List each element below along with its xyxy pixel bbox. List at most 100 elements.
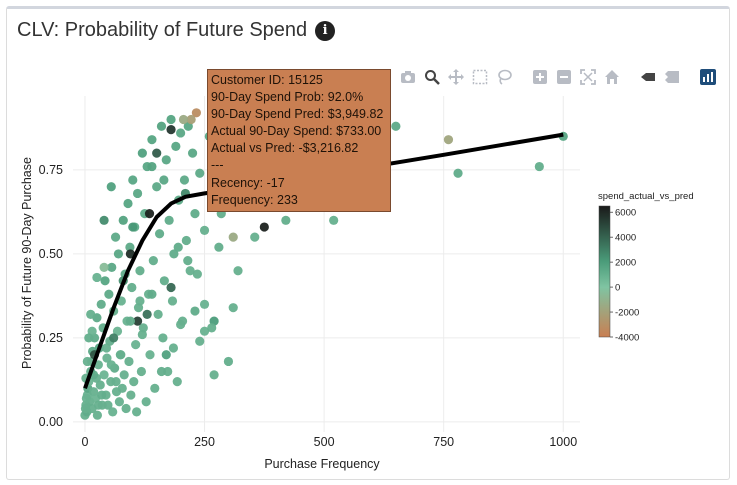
camera-icon[interactable] [398,67,418,87]
hover-closest-icon[interactable] [638,67,658,87]
data-point [136,366,146,377]
data-point [168,343,179,353]
card-title: CLV: Probability of Future Spend i [17,19,336,42]
data-point [228,232,238,242]
data-point [195,336,205,346]
data-point [80,403,91,414]
colorbar [598,205,611,338]
x-tick-label: 250 [194,435,215,449]
autoscale-icon[interactable] [578,67,598,87]
data-point [117,383,127,393]
data-point [250,232,260,242]
home-icon[interactable] [602,67,622,87]
zoom-out-icon[interactable] [554,67,574,87]
data-point [125,316,135,326]
data-point [214,242,224,252]
data-point [178,114,189,125]
tooltip-customer-id: Customer ID: 15125 [211,73,323,87]
data-point [99,262,109,272]
hover-tooltip: Customer ID: 15125 90-Day Spend Prob: 92… [207,69,391,212]
data-point [228,303,238,313]
data-point [126,390,136,400]
data-point [101,343,112,353]
data-point [125,242,135,252]
data-point [93,400,103,410]
pan-icon[interactable] [446,67,466,87]
y-axis-label: Probability of Future 90-Day Purchase [20,157,34,369]
data-point [147,161,157,172]
data-point [199,326,210,336]
data-point [159,276,169,286]
data-point [166,282,176,293]
data-point [176,319,186,330]
colorbar-tick-label: 4000 [615,233,636,244]
data-point [159,175,169,185]
tooltip-actual-vs-pred: Actual vs Pred: -$3,216.82 [211,141,359,156]
data-point [99,215,109,225]
data-point [111,377,121,387]
x-tick-label: 0 [81,435,88,449]
data-point [195,168,205,178]
colorbar-tick-label: 2000 [615,258,636,269]
data-point [534,161,544,172]
zoom-icon[interactable] [422,67,442,87]
data-point [209,370,219,380]
colorbar-tick-label: -2000 [615,308,639,319]
data-point [259,222,269,232]
data-point [185,266,195,276]
data-point [114,397,124,407]
data-point [99,370,109,380]
data-point [186,114,196,125]
data-point [109,333,119,343]
box-select-icon[interactable] [470,67,490,87]
y-tick-label: 0.25 [39,331,63,345]
data-point [329,215,339,225]
plotly-logo-icon[interactable] [698,67,718,87]
data-point [92,272,102,283]
data-point [199,299,210,309]
data-point [199,225,210,235]
data-point [141,397,151,407]
hover-compare-icon[interactable] [662,67,682,87]
data-point [138,323,148,333]
data-point [108,407,118,417]
data-point [129,377,139,387]
data-point [147,289,157,299]
data-point [161,155,171,165]
data-point [190,306,200,316]
data-point [97,390,107,400]
data-point [135,266,145,276]
data-point [95,380,105,390]
data-point [223,356,234,367]
data-point [144,209,155,219]
data-point [82,356,92,367]
data-point [132,316,143,326]
tooltip-actual-spend: Actual 90-Day Spend: $733.00 [211,124,382,139]
data-point [100,276,110,286]
data-point [187,148,198,158]
tooltip-separator: --- [211,158,224,173]
lasso-icon[interactable] [494,67,514,87]
data-point [106,360,116,370]
data-point [152,148,162,158]
info-circle-icon[interactable]: i [315,20,336,41]
colorbar-tick-label: 6000 [615,208,636,219]
data-point [110,232,121,242]
colorbar-tick-label: -4000 [615,333,639,344]
data-point [103,400,113,410]
data-point [81,393,91,403]
data-points[interactable] [80,108,568,420]
data-point [112,326,123,336]
data-point [181,235,191,246]
data-point [147,135,157,145]
data-point [106,182,116,192]
y-tick-label: 0.00 [39,415,63,429]
data-point [158,333,168,343]
data-point [190,209,200,219]
zoom-in-icon[interactable] [530,67,550,87]
modebar-toolbar [398,66,718,88]
data-point [96,299,106,309]
data-point [137,148,147,158]
x-tick-label: 500 [314,435,335,449]
